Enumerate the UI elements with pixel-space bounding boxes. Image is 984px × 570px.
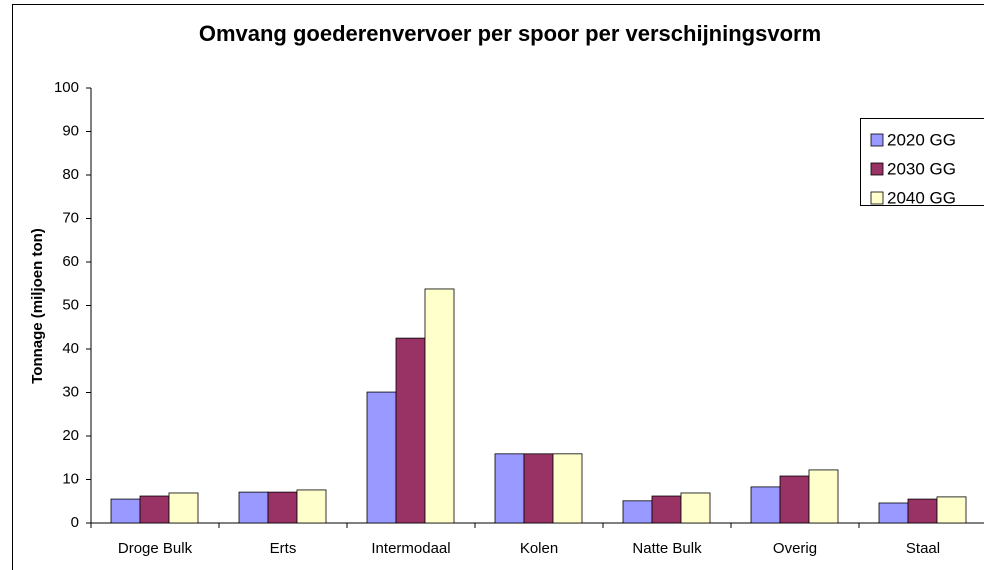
bar <box>395 337 426 524</box>
y-axis-label: Tonnage (miljoen ton) <box>29 228 46 384</box>
bar <box>110 498 141 524</box>
bar <box>907 498 938 524</box>
y-tick-label: 20 <box>62 427 79 444</box>
x-tick-label: Intermodaal <box>371 540 450 557</box>
chart-title: Omvang goederenvervoer per spoor per ver… <box>198 21 822 46</box>
y-tick-label: 50 <box>62 296 79 313</box>
x-tick-label: Natte Bulk <box>632 540 702 557</box>
bar <box>680 492 711 524</box>
bar <box>366 391 397 524</box>
bar <box>750 486 781 524</box>
x-tick-label: Overig <box>773 540 817 557</box>
y-tick-label: 60 <box>62 253 79 270</box>
bar <box>622 500 653 524</box>
legend-swatch <box>870 162 884 176</box>
bar <box>424 288 455 524</box>
legend-box <box>860 118 984 206</box>
y-tick-label: 80 <box>62 166 79 183</box>
x-tick-label: Droge Bulk <box>118 540 193 557</box>
bar <box>168 492 199 524</box>
bar <box>552 453 583 524</box>
y-tick-label: 90 <box>62 122 79 139</box>
legend-label: 2020 GG <box>887 130 956 149</box>
x-tick-label: Erts <box>270 540 297 557</box>
bar <box>139 495 170 524</box>
bar <box>878 502 909 524</box>
y-tick-label: 30 <box>62 383 79 400</box>
x-tick-label: Staal <box>906 540 940 557</box>
legend-label: 2030 GG <box>887 159 956 178</box>
bar <box>296 489 327 524</box>
bar <box>808 469 839 524</box>
y-tick-label: 10 <box>62 470 79 487</box>
bar <box>651 495 682 524</box>
bar <box>494 453 525 524</box>
y-tick-label: 40 <box>62 340 79 357</box>
y-tick-label: 100 <box>54 79 79 96</box>
bar <box>523 453 554 524</box>
legend-swatch <box>870 191 884 205</box>
bar <box>779 475 810 524</box>
bar <box>267 491 298 524</box>
y-tick-label: 70 <box>62 209 79 226</box>
bar <box>936 496 967 524</box>
legend-label: 2040 GG <box>887 188 956 207</box>
x-tick-label: Kolen <box>520 540 558 557</box>
y-tick-label: 0 <box>71 514 79 531</box>
legend-swatch <box>870 133 884 147</box>
bar <box>238 491 269 524</box>
